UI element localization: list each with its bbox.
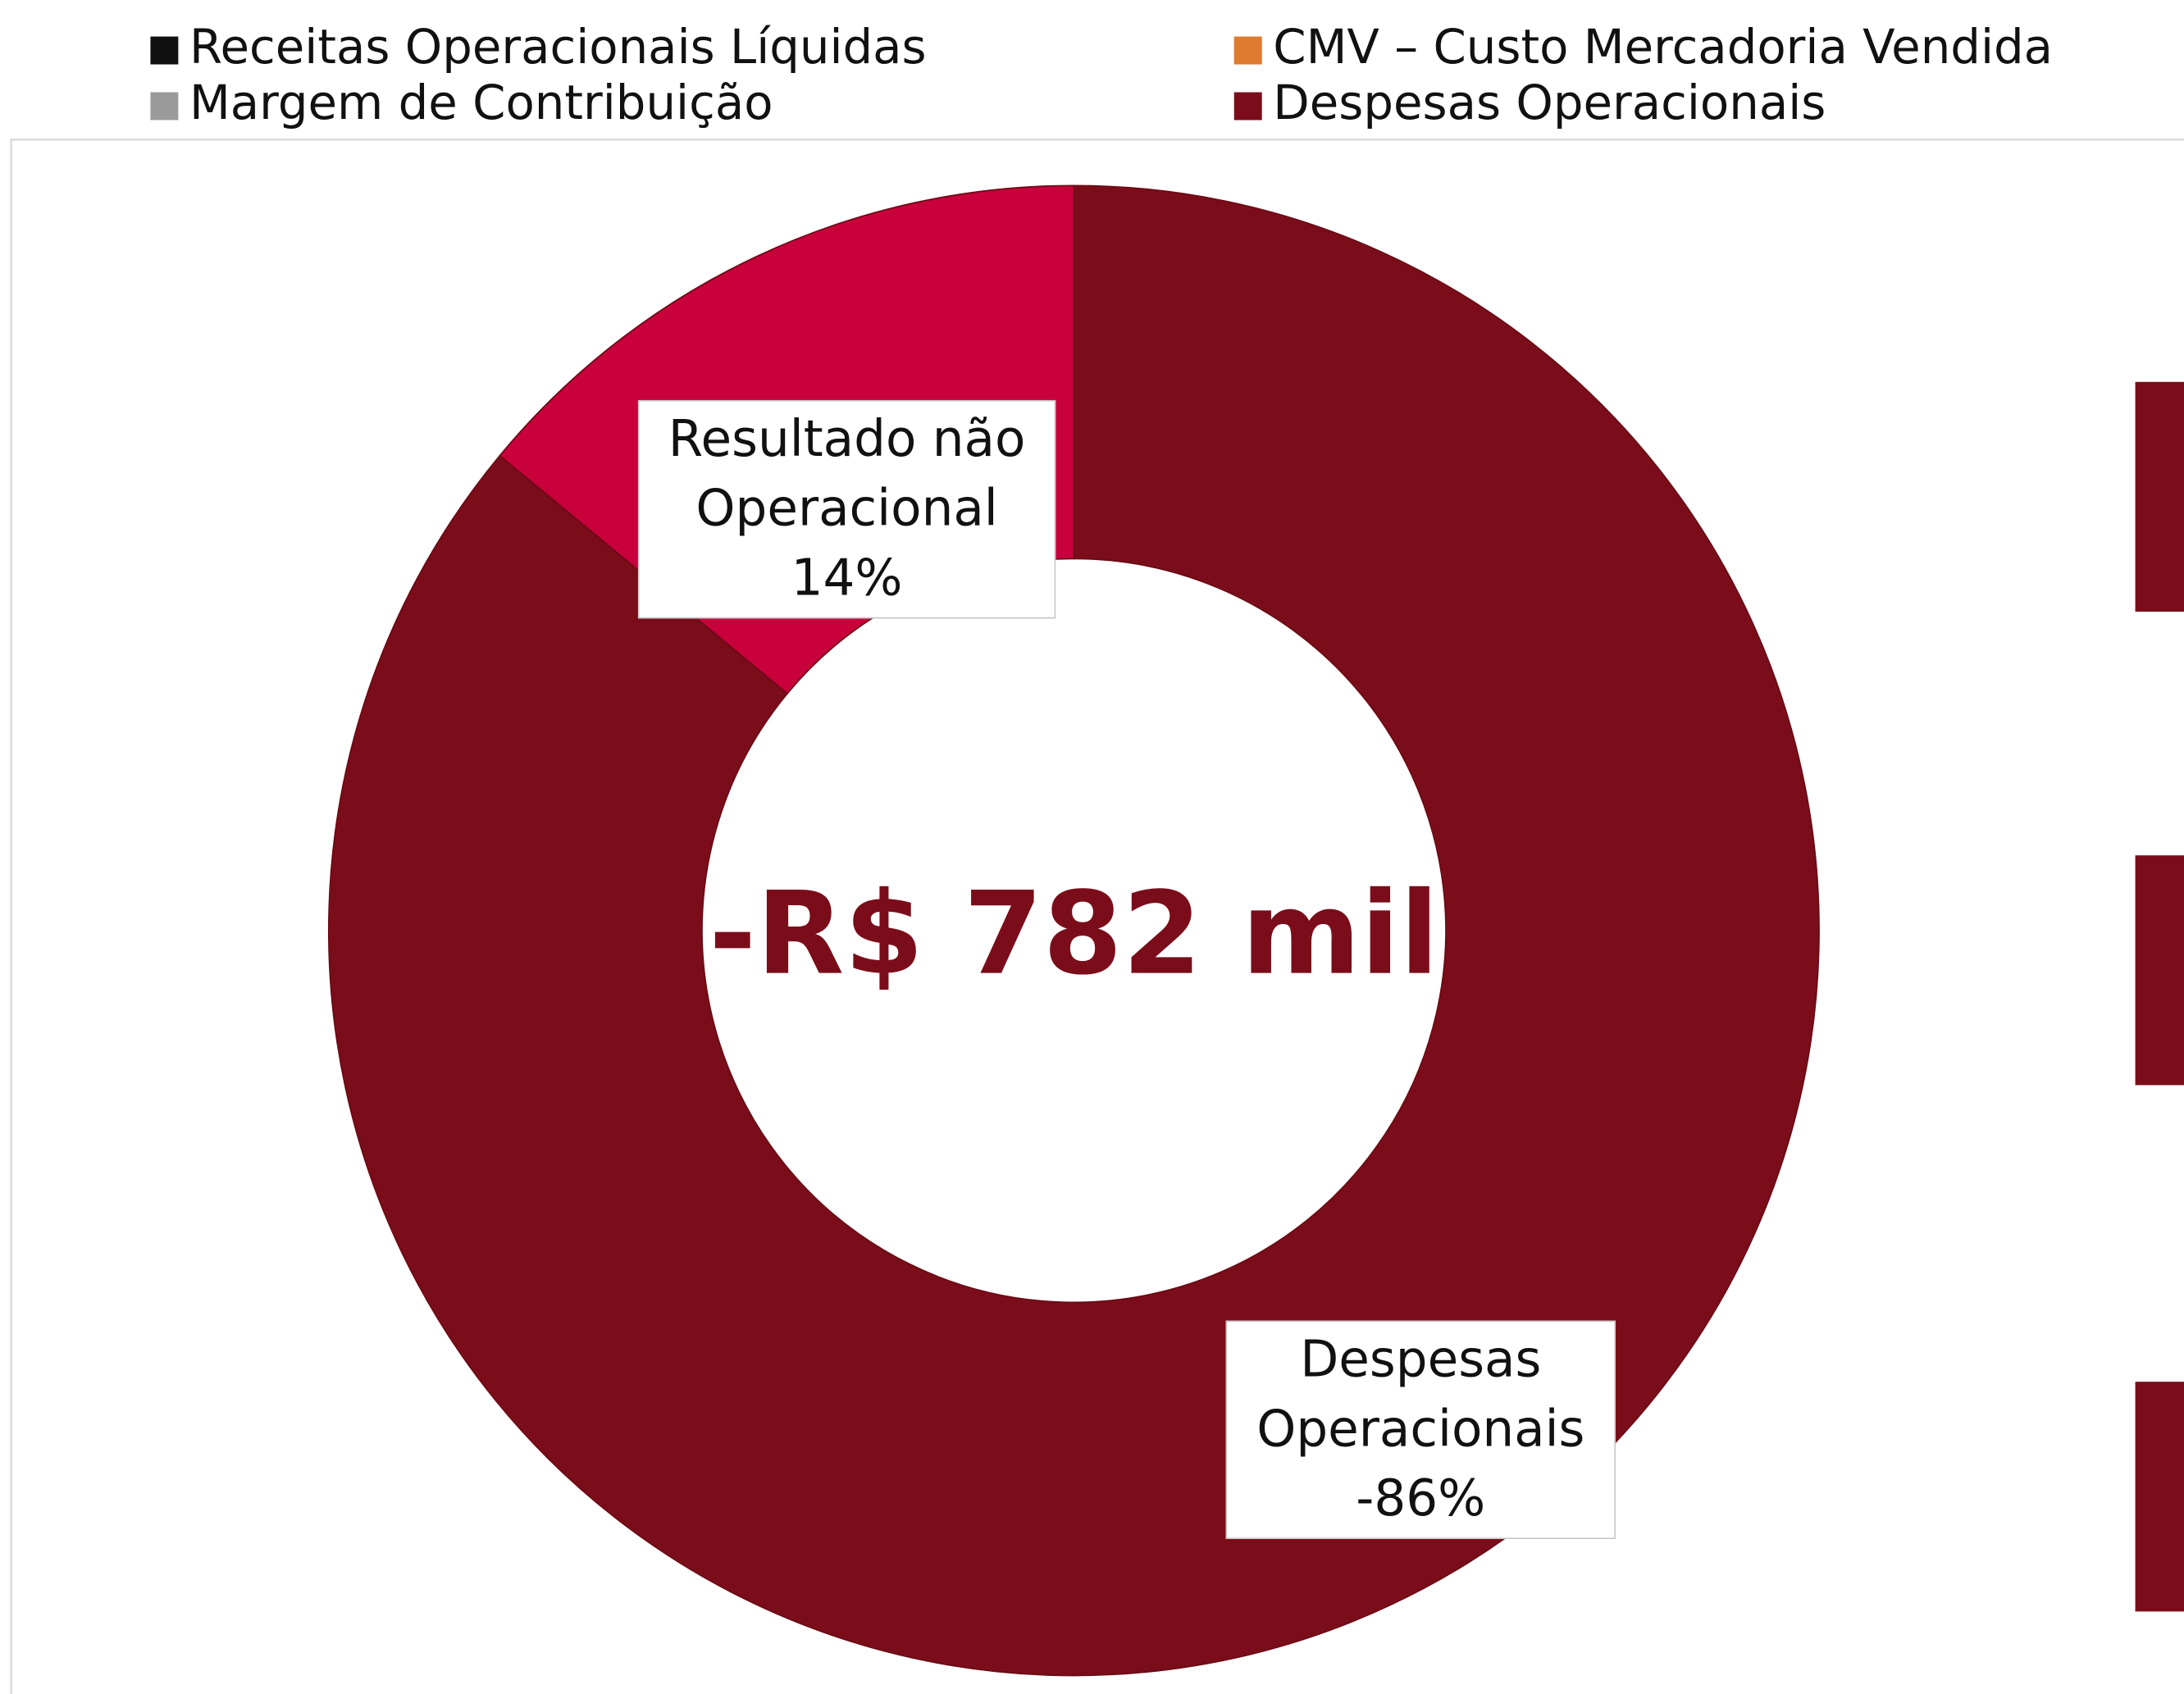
slice-value: -86% [1356, 1470, 1486, 1528]
legend-swatch [150, 36, 179, 65]
slice-label: Resultado não Operacional 14% [637, 399, 1056, 619]
chart-frame [10, 138, 2184, 1694]
slice-value: 14% [791, 549, 903, 608]
legend-swatch [1233, 36, 1262, 65]
legend-swatch [150, 92, 179, 121]
legend-label: Despesas Operacionais [1273, 75, 1826, 130]
slice-label: Despesas Operacionais -86% [1225, 1320, 1616, 1540]
side-panel [2135, 1382, 2184, 1612]
slice-name: Resultado não Operacional [668, 410, 1026, 538]
slice-label-box: Resultado não Operacional 14% [637, 399, 1056, 619]
legend-label: Margem de Contribuição [189, 75, 773, 130]
legend-swatch [1233, 92, 1262, 121]
slice-name: Despesas Operacionais [1256, 1331, 1585, 1458]
legend-label: CMV – Custo Mercadoria Vendida [1273, 19, 2053, 75]
donut-slice [327, 184, 1820, 1677]
slice-label-box: Despesas Operacionais -86% [1225, 1320, 1616, 1540]
side-panel [2135, 855, 2184, 1086]
legend-label: Receitas Operacionais Líquidas [189, 19, 927, 75]
side-panel [2135, 381, 2184, 612]
center-label: -R$ 782 mil [709, 867, 1439, 1000]
